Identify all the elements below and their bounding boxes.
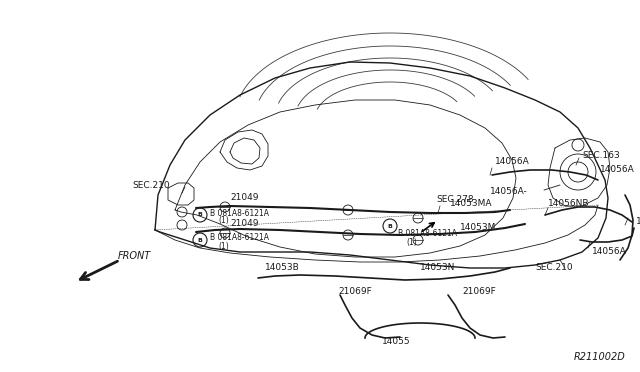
- Text: 21069F: 21069F: [338, 286, 372, 295]
- Text: 14056A-: 14056A-: [490, 187, 528, 196]
- Circle shape: [193, 208, 207, 222]
- Text: 14056N: 14056N: [636, 218, 640, 227]
- Text: 14056A: 14056A: [592, 247, 627, 257]
- Circle shape: [383, 219, 397, 233]
- Text: SEC.278: SEC.278: [436, 196, 474, 205]
- Text: 14056A: 14056A: [600, 166, 635, 174]
- Text: 21049: 21049: [230, 219, 259, 228]
- Text: B 081A8-6121A: B 081A8-6121A: [210, 234, 269, 243]
- Text: B: B: [388, 224, 392, 228]
- Circle shape: [193, 233, 207, 247]
- Text: 14055: 14055: [382, 337, 411, 346]
- Text: 21049: 21049: [230, 193, 259, 202]
- Text: 14053M: 14053M: [460, 224, 497, 232]
- Text: 21069F: 21069F: [462, 286, 496, 295]
- Text: B: B: [198, 237, 202, 243]
- Text: 14053MA: 14053MA: [450, 199, 493, 208]
- Text: 14056A: 14056A: [495, 157, 530, 167]
- Text: SEC.210: SEC.210: [132, 182, 170, 190]
- Text: (1): (1): [218, 217, 228, 225]
- Text: 14056NB: 14056NB: [548, 199, 589, 208]
- Text: 14053B: 14053B: [265, 263, 300, 273]
- Text: (1): (1): [406, 237, 417, 247]
- Text: B: B: [198, 212, 202, 218]
- Text: SEC.163: SEC.163: [582, 151, 620, 160]
- Text: (1): (1): [218, 241, 228, 250]
- Text: SEC.210: SEC.210: [535, 263, 573, 273]
- Text: 14053N: 14053N: [420, 263, 456, 273]
- Text: B 081A8-6121A: B 081A8-6121A: [398, 230, 457, 238]
- Text: B 081A8-6121A: B 081A8-6121A: [210, 208, 269, 218]
- Text: R211002D: R211002D: [573, 352, 625, 362]
- Text: FRONT: FRONT: [118, 251, 151, 261]
